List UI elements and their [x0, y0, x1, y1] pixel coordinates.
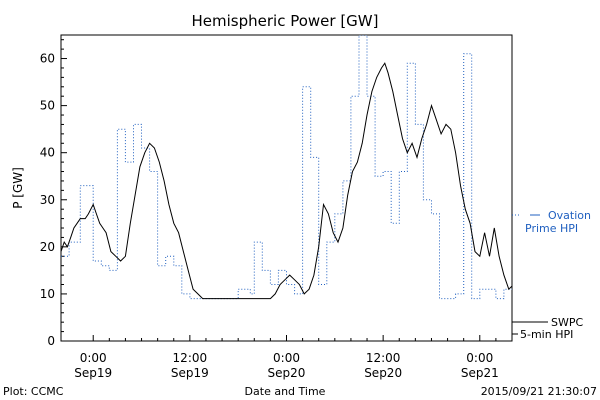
- y-axis-label: P [GW]: [11, 167, 25, 209]
- y-tick-label: 50: [40, 99, 55, 113]
- x-tick-label-date: Sep20: [268, 366, 306, 380]
- x-tick-label-date: Sep20: [364, 366, 402, 380]
- series-line-ovation-prime-hpi: [61, 35, 512, 300]
- plot-timestamp: 2015/09/21 21:30:07: [481, 385, 597, 398]
- x-tick-label-date: Sep19: [171, 366, 209, 380]
- x-axis-label: Date and Time: [245, 385, 326, 398]
- x-tick-label-time: 0:00: [273, 351, 300, 365]
- x-tick-label-time: 0:00: [466, 351, 493, 365]
- legend-swpc-line2: 5-min HPI: [520, 328, 573, 341]
- y-tick-label: 20: [40, 240, 55, 254]
- y-tick-label: 60: [40, 52, 55, 66]
- y-tick-label: 0: [47, 334, 55, 348]
- series-line-swpc-5-min-hpi: [61, 62, 512, 300]
- legend-ovation-line2: Prime HPI: [525, 222, 578, 235]
- plot-frame: [60, 34, 513, 342]
- x-tick-label-date: Sep19: [74, 366, 112, 380]
- x-axis: 0:00Sep1912:00Sep190:00Sep2012:00Sep200:…: [74, 335, 513, 380]
- y-tick-label: 30: [40, 193, 55, 207]
- legend-swpc-line1: SWPC: [551, 316, 583, 329]
- chart-title: Hemispheric Power [GW]: [192, 12, 379, 30]
- y-axis: 0 10 20 30 40 50 60: [40, 39, 67, 348]
- x-tick-label-date: Sep21: [461, 366, 499, 380]
- x-tick-label-time: 12:00: [173, 351, 208, 365]
- y-tick-label: 40: [40, 146, 55, 160]
- legend-ovation-line1: Ovation: [548, 209, 591, 222]
- y-tick-label: 10: [40, 287, 55, 301]
- x-tick-label-time: 0:00: [80, 351, 107, 365]
- plot-credit: Plot: CCMC: [3, 385, 64, 398]
- x-tick-label-time: 12:00: [366, 351, 401, 365]
